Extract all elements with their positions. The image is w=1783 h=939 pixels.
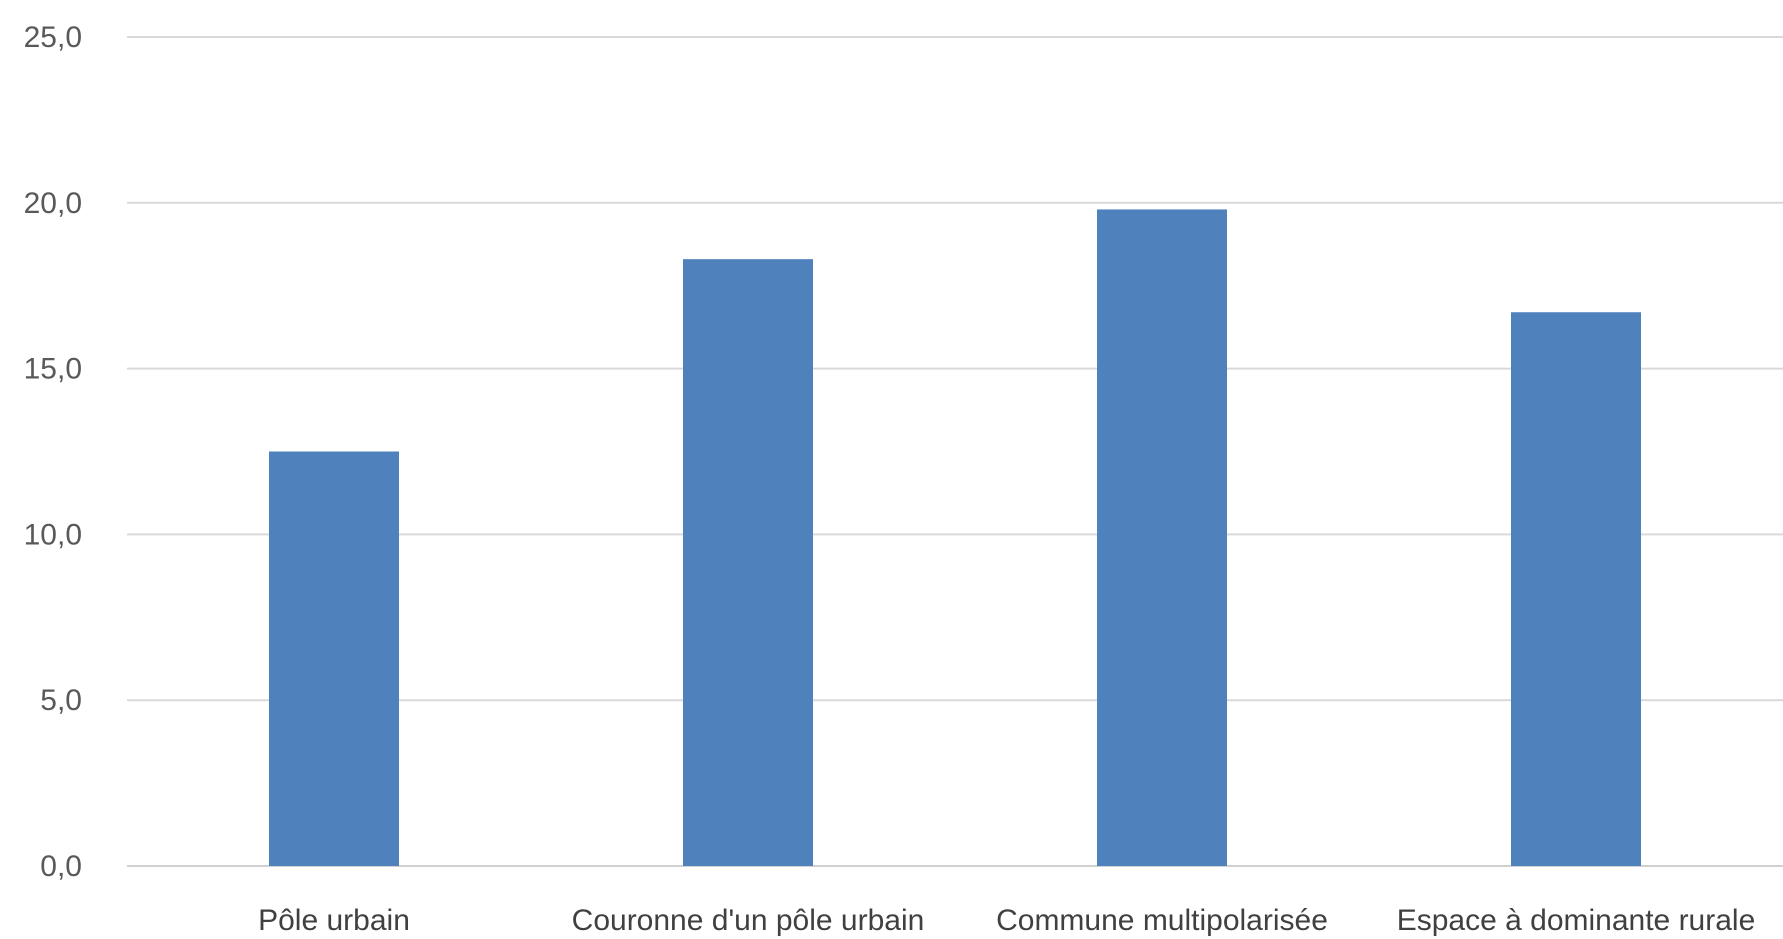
bar bbox=[269, 451, 399, 866]
y-tick-label: 15,0 bbox=[24, 353, 82, 386]
y-axis-tick-labels: 0,0 5,0 10,0 15,0 20,0 25,0 bbox=[24, 21, 82, 883]
bar bbox=[1097, 209, 1227, 866]
x-category-label: Pôle urbain bbox=[258, 904, 410, 937]
x-axis-category-labels: Pôle urbain Couronne d'un pôle urbain Comm… bbox=[258, 904, 1755, 937]
y-tick-label: 0,0 bbox=[40, 850, 82, 883]
bars bbox=[269, 209, 1641, 866]
bar bbox=[1511, 312, 1641, 866]
y-tick-label: 5,0 bbox=[40, 684, 82, 717]
y-tick-label: 20,0 bbox=[24, 187, 82, 220]
bar bbox=[683, 259, 813, 866]
x-category-label: Couronne d'un pôle urbain bbox=[572, 904, 925, 937]
x-category-label: Commune multipolarisée bbox=[996, 904, 1328, 937]
gridlines bbox=[127, 36, 1783, 867]
y-tick-label: 10,0 bbox=[24, 518, 82, 551]
y-tick-label: 25,0 bbox=[24, 21, 82, 54]
x-category-label: Espace à dominante rurale bbox=[1397, 904, 1756, 937]
